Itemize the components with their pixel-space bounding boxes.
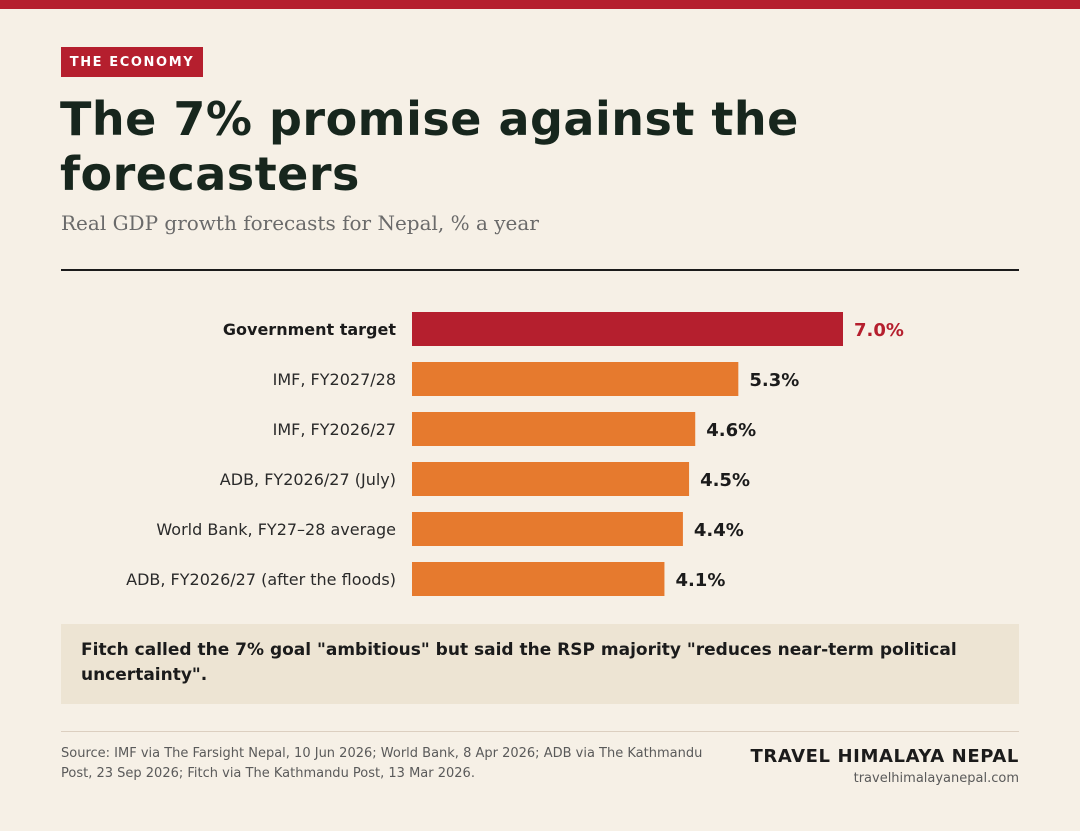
value-label: 4.1% xyxy=(675,570,725,591)
category-label: Government target xyxy=(223,320,396,339)
top-accent-bar xyxy=(0,0,1080,9)
value-label: 4.4% xyxy=(694,520,744,541)
chart-subtitle: Real GDP growth forecasts for Nepal, % a… xyxy=(61,211,539,235)
header-rule xyxy=(61,269,1019,271)
source-text: Source: IMF via The Farsight Nepal, 10 J… xyxy=(61,746,703,781)
brand-name: TRAVEL HIMALAYA NEPAL xyxy=(750,746,1019,767)
callout-note: Fitch called the 7% goal "ambitious" but… xyxy=(61,624,1019,704)
section-kicker: THE ECONOMY xyxy=(61,47,203,77)
category-label: ADB, FY2026/27 (after the floods) xyxy=(126,570,396,589)
value-label: 7.0% xyxy=(854,320,904,341)
category-label: ADB, FY2026/27 (July) xyxy=(220,470,396,489)
footer-rule xyxy=(61,731,1019,732)
value-label: 4.6% xyxy=(706,420,756,441)
chart-title: The 7% promise against the forecasters xyxy=(60,92,799,201)
category-label: World Bank, FY27–28 average xyxy=(156,520,396,539)
brand-url: travelhimalayanepal.com xyxy=(853,771,1019,786)
bar-chart: Government target 7.0% IMF, FY2027/28 5.3% I… xyxy=(126,312,904,596)
bar xyxy=(412,562,665,596)
bar xyxy=(412,362,739,396)
value-label: 4.5% xyxy=(700,470,750,491)
category-label: IMF, FY2026/27 xyxy=(273,420,396,439)
value-label: 5.3% xyxy=(749,370,799,391)
category-label: IMF, FY2027/28 xyxy=(273,370,396,389)
bar xyxy=(412,412,696,446)
bar xyxy=(412,512,683,546)
bar xyxy=(412,462,690,496)
bar xyxy=(412,312,843,346)
